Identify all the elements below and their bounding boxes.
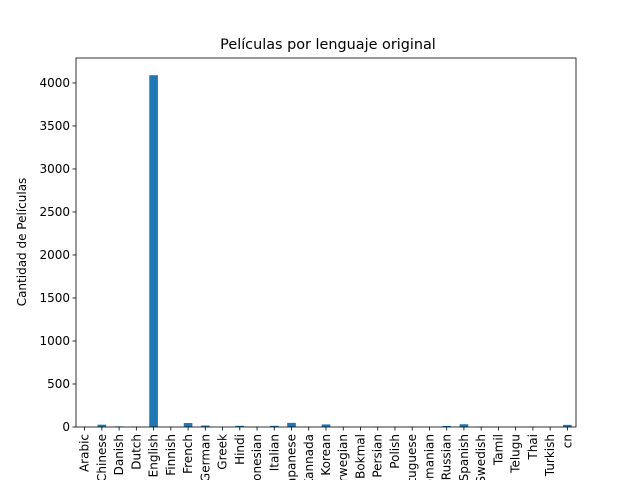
y-tick-label: 3500	[39, 119, 70, 133]
x-tick-label: Finnish	[164, 434, 178, 476]
y-tick-label: 4000	[39, 76, 70, 90]
bar	[201, 425, 210, 427]
x-tick-label: Norwegian Bokmal	[353, 434, 367, 480]
x-tick-label: Romanian	[422, 434, 436, 480]
x-tick-label: German	[198, 434, 212, 480]
x-tick-label: cn	[560, 434, 574, 448]
y-tick-label: 2500	[39, 205, 70, 219]
y-tick-label: 2000	[39, 248, 70, 262]
x-tick-label: Turkish	[543, 434, 557, 477]
y-tick-label: 3000	[39, 162, 70, 176]
axes-frame	[75, 57, 577, 428]
bar	[149, 75, 158, 428]
y-tick-label: 500	[47, 377, 70, 391]
bar	[269, 425, 279, 427]
x-tick-label: English	[147, 434, 161, 477]
y-tick-label: 1000	[39, 334, 70, 348]
x-tick-label: Arabic	[78, 434, 92, 472]
x-tick-label: Persian	[371, 434, 385, 478]
x-tick-label: Japanese	[285, 434, 299, 480]
x-tick-label: French	[181, 434, 195, 474]
x-tick-label: Telugu	[509, 434, 523, 474]
x-tick-label: Hindi	[233, 434, 247, 465]
x-tick-label: Portuguese	[405, 434, 419, 480]
x-tick-label: Norwegian	[336, 434, 350, 480]
x-tick-label: Kannada	[302, 434, 316, 480]
bar	[563, 424, 572, 427]
x-tick-label: Greek	[216, 434, 230, 470]
x-tick-label: Swedish	[474, 434, 488, 480]
chart-title: Películas por lenguaje original	[220, 37, 436, 53]
y-tick-label: 0	[62, 420, 70, 434]
y-axis-label: Cantidad de Películas	[15, 178, 29, 307]
bar	[287, 422, 296, 427]
bar	[459, 424, 469, 427]
x-tick-label: Russian	[440, 434, 454, 480]
plot-area: 0 500 1000 1500 2000 2500 3000 3500 4000 Arabic Ch…	[39, 75, 574, 480]
bar	[235, 425, 245, 427]
bar	[442, 425, 451, 427]
x-tick-label: Chinese	[95, 434, 109, 480]
x-tick-label: Italian	[267, 434, 281, 471]
y-tick-label: 1500	[39, 291, 70, 305]
x-tick-label: Dutch	[129, 434, 143, 470]
x-tick-label: Spanish	[457, 434, 471, 480]
x-tick-label: Danish	[112, 434, 126, 475]
x-tick-label: Thai	[526, 434, 540, 461]
x-tick-label: Polish	[388, 434, 402, 469]
bar	[321, 424, 331, 427]
bar	[97, 424, 107, 427]
x-tick-label: Korean	[319, 434, 333, 476]
x-tick-label: Indonesian	[250, 434, 264, 480]
bar	[183, 423, 193, 427]
x-tick-label: Tamil	[491, 434, 505, 466]
